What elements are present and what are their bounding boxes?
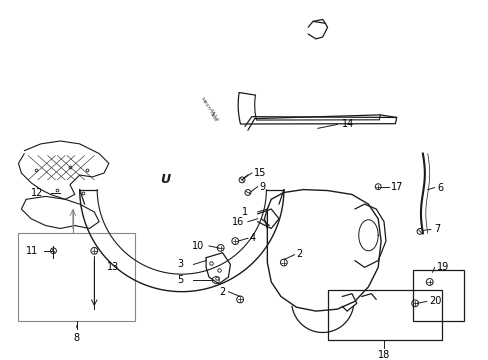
Text: EA 5.0: EA 5.0 — [208, 108, 218, 121]
Text: 11: 11 — [25, 246, 38, 256]
Text: 10: 10 — [191, 241, 203, 251]
Text: 16: 16 — [231, 217, 244, 227]
Text: 2: 2 — [296, 249, 302, 259]
Text: 2: 2 — [219, 287, 225, 297]
Text: 4: 4 — [249, 233, 255, 243]
Text: 5: 5 — [177, 275, 183, 285]
Text: 9: 9 — [259, 182, 265, 192]
Text: 6: 6 — [437, 183, 443, 193]
Text: 20: 20 — [429, 296, 441, 306]
Text: 17: 17 — [390, 182, 403, 192]
Text: 14: 14 — [342, 120, 354, 130]
Text: SAFETY CAGE: SAFETY CAGE — [200, 96, 217, 122]
Text: 12: 12 — [31, 188, 43, 198]
Text: 19: 19 — [436, 262, 448, 273]
Text: 13: 13 — [107, 262, 119, 273]
Text: U: U — [160, 174, 170, 186]
Text: 18: 18 — [377, 350, 389, 360]
Bar — [327, 290, 442, 340]
Text: 1: 1 — [241, 207, 247, 217]
Text: 7: 7 — [434, 224, 440, 234]
Text: 3: 3 — [177, 260, 183, 269]
Text: 15: 15 — [253, 168, 265, 178]
Text: 8: 8 — [74, 333, 80, 342]
Bar — [412, 270, 463, 321]
Bar — [19, 233, 135, 321]
